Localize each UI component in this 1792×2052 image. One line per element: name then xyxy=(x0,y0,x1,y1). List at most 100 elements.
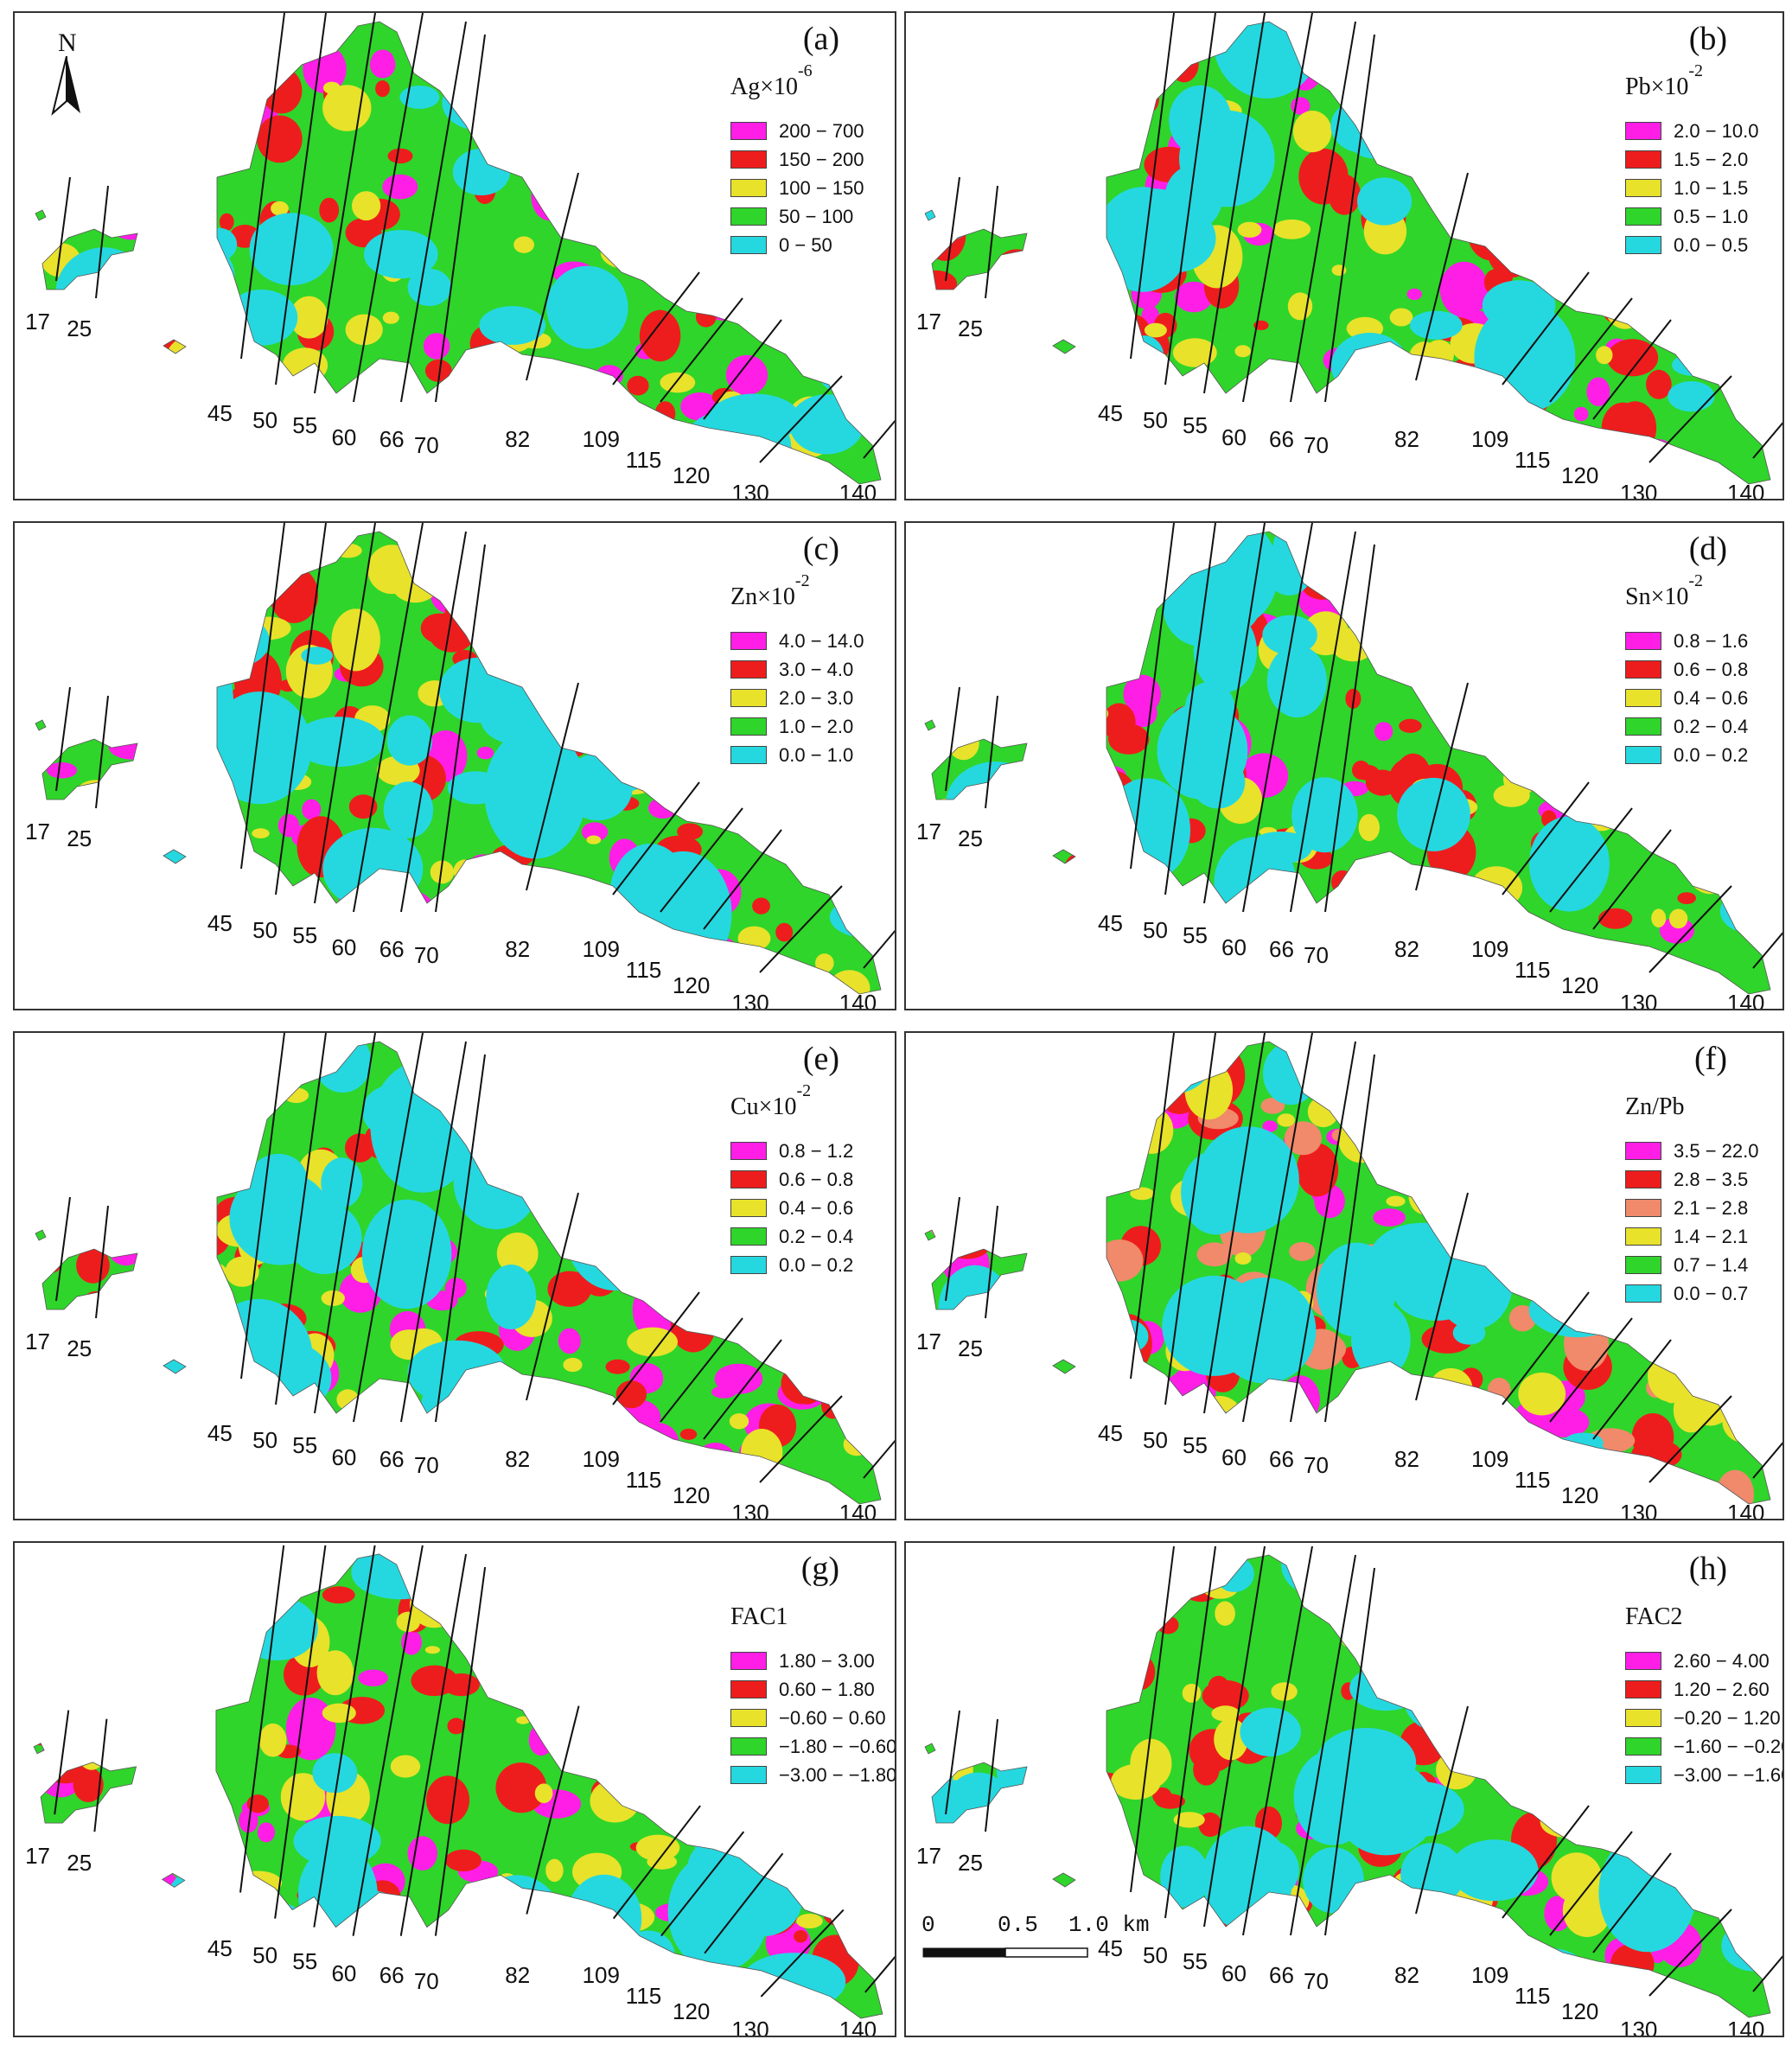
anomaly-patch xyxy=(701,272,744,321)
anomaly-patch xyxy=(1455,1045,1496,1091)
anomaly-patch xyxy=(748,949,775,967)
profile-line-50 xyxy=(275,1033,327,1405)
anomaly-patch xyxy=(154,764,186,784)
anomaly-patch xyxy=(1407,121,1443,163)
profile-line-55 xyxy=(1203,523,1266,904)
anomaly-patch xyxy=(596,571,615,584)
anomaly-patch xyxy=(65,540,116,575)
legend-title-exponent: -2 xyxy=(794,571,810,590)
anomaly-patch xyxy=(816,1843,834,1857)
anomaly-patch xyxy=(521,1553,552,1581)
legend-item: 0.2 − 0.4 xyxy=(730,1222,853,1251)
anomaly-patch xyxy=(44,596,79,627)
anomaly-patch xyxy=(1175,281,1213,313)
anomaly-patch xyxy=(1738,370,1770,400)
legend-item: 0.0 − 0.5 xyxy=(1625,231,1758,259)
anomaly-patch xyxy=(990,1385,1028,1405)
anomaly-patch xyxy=(1546,1179,1568,1200)
anomaly-patch xyxy=(1491,1555,1569,1615)
anomaly-patch xyxy=(1387,1400,1407,1418)
anomaly-patch xyxy=(1323,1058,1361,1105)
anomaly-patch xyxy=(39,355,73,390)
profile-line-55 xyxy=(314,13,376,394)
anomaly-patch xyxy=(1436,1940,1465,1972)
anomaly-patch xyxy=(118,1912,141,1939)
anomaly-patch xyxy=(1537,1712,1562,1737)
anomaly-patch xyxy=(1365,769,1400,796)
anomaly-patch xyxy=(108,733,156,760)
anomaly-patch xyxy=(1526,558,1569,587)
anomaly-patch xyxy=(1020,245,1117,306)
legend-item: −0.60 − 0.60 xyxy=(730,1704,895,1732)
anomaly-patch xyxy=(190,360,226,389)
anomaly-patch xyxy=(133,236,235,316)
anomaly-patch xyxy=(1669,289,1689,305)
legend-swatch xyxy=(1625,1680,1661,1698)
anomaly-patch xyxy=(322,1586,355,1604)
profile-line-label: 55 xyxy=(292,922,318,948)
anomaly-patch xyxy=(44,144,86,193)
anomaly-patch xyxy=(453,2002,478,2019)
legend-item: −0.20 − 1.20 xyxy=(1625,1704,1782,1732)
legend-item: 0.0 − 0.7 xyxy=(1625,1279,1758,1308)
anomaly-patch xyxy=(609,844,690,945)
anomaly-patch xyxy=(269,566,319,623)
legend-swatch xyxy=(1625,1284,1661,1303)
anomaly-patch xyxy=(424,1646,441,1654)
anomaly-patch xyxy=(683,1822,706,1845)
profile-line-66 xyxy=(400,531,467,913)
anomaly-patch xyxy=(1094,352,1110,362)
anomaly-patch xyxy=(1234,1252,1252,1265)
anomaly-patch xyxy=(856,1897,883,1919)
anomaly-patch xyxy=(1157,1615,1179,1635)
profile-line-115 xyxy=(660,807,743,913)
legend-item: 150 − 200 xyxy=(730,145,864,174)
profile-line-17 xyxy=(54,1710,70,1815)
profile-line-label: 45 xyxy=(207,1420,233,1446)
anomaly-patch xyxy=(1534,555,1632,621)
anomaly-patch xyxy=(850,553,867,566)
anomaly-patch xyxy=(1529,660,1556,691)
anomaly-patch xyxy=(641,1092,684,1144)
anomaly-patch xyxy=(551,1682,576,1711)
legend-range: 2.8 − 3.5 xyxy=(1674,1168,1749,1190)
anomaly-patch xyxy=(302,799,322,820)
anomaly-patch xyxy=(426,1062,453,1082)
anomaly-patch xyxy=(998,103,1030,143)
anomaly-patch xyxy=(1302,570,1345,600)
anomaly-patch xyxy=(1450,1839,1539,1902)
anomaly-patch xyxy=(1551,1688,1582,1707)
anomaly-patch xyxy=(39,120,87,167)
anomaly-patch xyxy=(1214,1718,1248,1761)
anomaly-patch xyxy=(1380,1658,1414,1679)
anomaly-patch xyxy=(925,1449,969,1504)
anomaly-patch xyxy=(84,30,114,61)
anomaly-patch xyxy=(161,886,176,905)
anomaly-patch xyxy=(1601,402,1645,455)
anomaly-patch xyxy=(605,1191,643,1213)
anomaly-patch xyxy=(177,532,230,592)
profile-line-55 xyxy=(1203,1033,1266,1414)
profile-line-45 xyxy=(1130,523,1175,870)
legend-swatch xyxy=(1625,1199,1661,1217)
profile-line-label: 120 xyxy=(673,462,711,488)
legend-range: 100 − 150 xyxy=(779,176,864,199)
anomaly-patch xyxy=(796,1855,842,1913)
anomaly-patch xyxy=(261,67,303,114)
anomaly-patch xyxy=(35,433,83,468)
profile-line-label: 82 xyxy=(1394,1446,1419,1472)
anomaly-patch xyxy=(1234,345,1251,358)
anomaly-patch xyxy=(479,306,546,345)
legend-swatch xyxy=(730,1199,767,1217)
anomaly-patch xyxy=(35,113,131,212)
anomaly-patch xyxy=(1075,429,1114,474)
legend-title-text: FAC1 xyxy=(730,1603,788,1630)
anomaly-patch xyxy=(89,1845,123,1877)
anomaly-patch xyxy=(177,1851,220,1881)
legend-item: −3.00 − −1.80 xyxy=(730,1761,895,1789)
anomaly-patch xyxy=(109,942,133,963)
anomaly-patch xyxy=(179,1603,220,1645)
profile-line-label: 50 xyxy=(1143,407,1168,433)
panel-label: (g) xyxy=(800,1551,839,1587)
anomaly-patch xyxy=(442,75,518,131)
